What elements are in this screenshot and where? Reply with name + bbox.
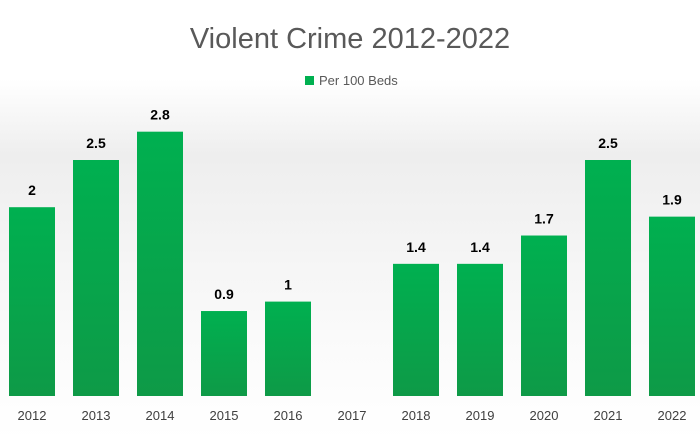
x-tick-label: 2013 — [82, 408, 111, 423]
bar-2015 — [201, 311, 247, 396]
bar-2019 — [457, 263, 503, 396]
bar-2012 — [9, 207, 55, 396]
data-label-2013: 2.5 — [86, 135, 106, 151]
x-tick-label: 2017 — [338, 408, 367, 423]
bar-2016 — [265, 301, 311, 396]
data-label-2022: 1.9 — [662, 192, 682, 208]
x-tick-label: 2018 — [402, 408, 431, 423]
chart-title: Violent Crime 2012-2022 — [190, 23, 510, 55]
data-label-2020: 1.7 — [534, 211, 554, 227]
legend-swatch — [305, 76, 314, 85]
x-tick-label: 2019 — [466, 408, 495, 423]
bar-2018 — [393, 263, 439, 396]
x-tick-label: 2014 — [146, 408, 175, 423]
x-tick-label: 2021 — [594, 408, 623, 423]
bar-2020 — [521, 235, 567, 396]
x-tick-label: 2015 — [210, 408, 239, 423]
data-label-2019: 1.4 — [470, 239, 490, 255]
data-labels: 2 2.5 2.8 0.9 1 1.4 1.4 1.7 2.5 1.9 — [28, 107, 682, 302]
x-tick-label: 2022 — [658, 408, 687, 423]
data-label-2014: 2.8 — [150, 107, 170, 123]
data-label-2016: 1 — [284, 277, 292, 293]
x-axis-ticks: 2012 2013 2014 2015 2016 2017 2018 2019 2020 2021… — [18, 408, 687, 423]
legend-label: Per 100 Beds — [319, 73, 398, 88]
x-tick-label: 2012 — [18, 408, 47, 423]
data-label-2015: 0.9 — [214, 286, 234, 302]
bar-2014 — [137, 131, 183, 396]
data-label-2021: 2.5 — [598, 135, 618, 151]
data-label-2012: 2 — [28, 182, 36, 198]
x-tick-label: 2016 — [274, 408, 303, 423]
bars — [9, 131, 695, 396]
bar-2013 — [73, 160, 119, 396]
bar-2022 — [649, 216, 695, 396]
x-tick-label: 2020 — [530, 408, 559, 423]
legend: Per 100 Beds — [305, 73, 398, 88]
data-label-2018: 1.4 — [406, 239, 426, 255]
bar-2021 — [585, 160, 631, 396]
